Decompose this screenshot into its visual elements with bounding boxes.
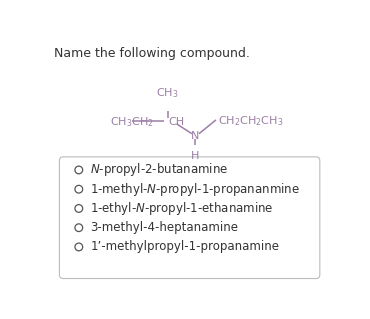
Text: N: N — [191, 131, 199, 141]
FancyBboxPatch shape — [60, 157, 320, 278]
Text: CH$_3$: CH$_3$ — [156, 86, 178, 100]
Text: CH$_2$CH$_2$CH$_3$: CH$_2$CH$_2$CH$_3$ — [218, 114, 284, 128]
Text: Name the following compound.: Name the following compound. — [54, 47, 250, 60]
Text: 3-methyl-4-heptanamine: 3-methyl-4-heptanamine — [90, 221, 238, 234]
Text: 1’-methylpropyl-1-propanamine: 1’-methylpropyl-1-propanamine — [90, 241, 279, 254]
Text: $\mathit{N}$-propyl-2-butanamine: $\mathit{N}$-propyl-2-butanamine — [90, 161, 229, 178]
Text: H: H — [191, 152, 199, 161]
Text: CH: CH — [169, 117, 185, 127]
Text: 1-methyl-$\mathit{N}$-propyl-1-propananmine: 1-methyl-$\mathit{N}$-propyl-1-propananm… — [90, 181, 300, 198]
Text: CH$_3$CH$_2$: CH$_3$CH$_2$ — [110, 115, 154, 129]
Text: 1-ethyl-$\mathit{N}$-propyl-1-ethanamine: 1-ethyl-$\mathit{N}$-propyl-1-ethanamine — [90, 200, 274, 217]
